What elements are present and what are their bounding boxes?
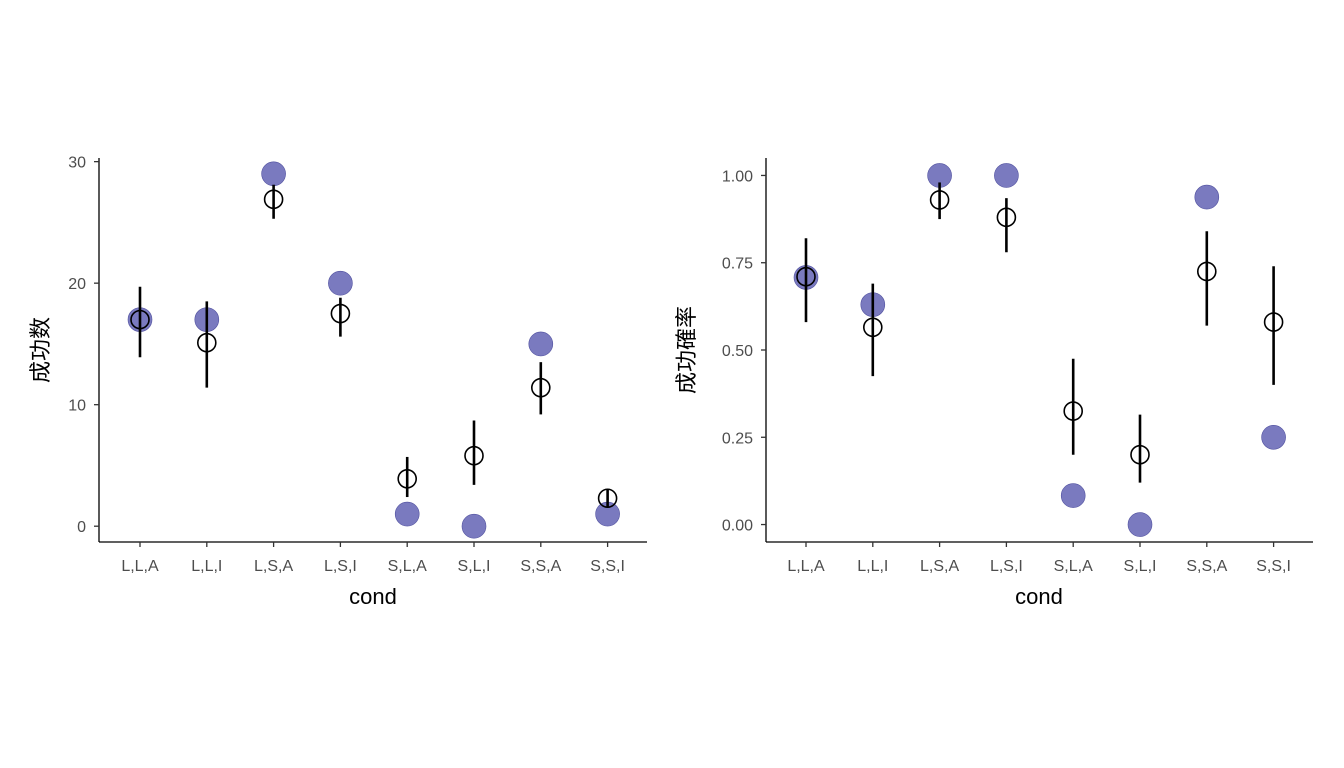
left-estimate-point — [197, 332, 217, 353]
right-x-tick-label: L,L,A — [787, 558, 825, 575]
left-y-tick-label: 0 — [77, 519, 86, 536]
right-x-tick-label: L,S,I — [990, 558, 1023, 575]
right-observed-point — [1261, 424, 1286, 450]
right-x-tick-label: S,L,A — [1054, 558, 1093, 575]
right-x-tick-label: L,S,A — [920, 558, 959, 575]
right-x-tick-label: S,L,I — [1124, 558, 1157, 575]
left-estimate-point — [397, 469, 418, 489]
left-observed-point — [328, 270, 353, 296]
right-estimate-point — [796, 266, 816, 287]
right-estimate-point — [862, 317, 883, 338]
left-estimate-point — [464, 445, 484, 466]
left-observed-point — [261, 161, 286, 187]
right-y-tick-label: 0.25 — [722, 430, 753, 447]
right-observed-point — [1194, 184, 1220, 210]
left-x-tick-label: S,L,A — [388, 558, 427, 575]
left-x-tick-label: L,S,I — [324, 558, 357, 575]
right-estimate-point — [929, 190, 950, 210]
right-estimate-point — [996, 207, 1017, 228]
left-y-tick-label: 30 — [68, 155, 86, 172]
right-estimate-point — [1130, 444, 1150, 465]
right-y-tick-label: 0.00 — [722, 518, 753, 535]
right-estimate-point — [1197, 261, 1217, 282]
left-x-tick-label: S,L,I — [458, 558, 491, 575]
right-y-tick-label: 1.00 — [722, 168, 753, 185]
left-x-tick-label: L,L,I — [191, 558, 222, 575]
right-y-tick-label: 0.50 — [722, 343, 753, 360]
right-x-tick-label: L,L,I — [857, 558, 888, 575]
left-observed-point — [394, 501, 420, 527]
left-x-tick-label: S,S,I — [590, 558, 625, 575]
right-x-tick-label: S,S,I — [1256, 558, 1291, 575]
right-observed-point — [1060, 483, 1086, 508]
left-y-tick-label: 20 — [68, 276, 86, 293]
left-x-tick-label: L,L,A — [121, 558, 159, 575]
right-x-axis-title: cond — [1015, 584, 1063, 609]
right-observed-point — [994, 163, 1019, 188]
right-panel-probability: cond 成功確率 0.00 0.25 0.50 0.75 1.00 L,L,A L,L,I… — [674, 158, 1313, 609]
left-estimate-point — [263, 189, 284, 210]
left-y-axis-title: 成功数 — [28, 317, 53, 383]
left-estimate-point — [130, 309, 150, 330]
left-observed-point — [461, 513, 487, 539]
right-observed-point — [1127, 512, 1153, 537]
left-x-axis-title: cond — [349, 584, 397, 609]
right-estimate-point — [1263, 312, 1284, 332]
left-y-tick-label: 10 — [68, 398, 86, 415]
left-x-tick-label: S,S,A — [520, 558, 561, 575]
right-y-tick-label: 0.75 — [722, 256, 753, 273]
left-estimate-point — [530, 377, 551, 398]
right-y-axis-title: 成功確率 — [674, 306, 699, 394]
left-estimate-point — [597, 488, 618, 509]
left-panel-count: cond 成功数 0 10 20 30 L,L,A L,L,I L,S,A L,S,I S,L,… — [28, 155, 647, 609]
right-estimate-point — [1063, 401, 1083, 421]
left-x-tick-label: L,S,A — [254, 558, 293, 575]
right-x-tick-label: S,S,A — [1186, 558, 1227, 575]
left-estimate-point — [330, 303, 351, 324]
left-observed-point — [528, 331, 554, 357]
